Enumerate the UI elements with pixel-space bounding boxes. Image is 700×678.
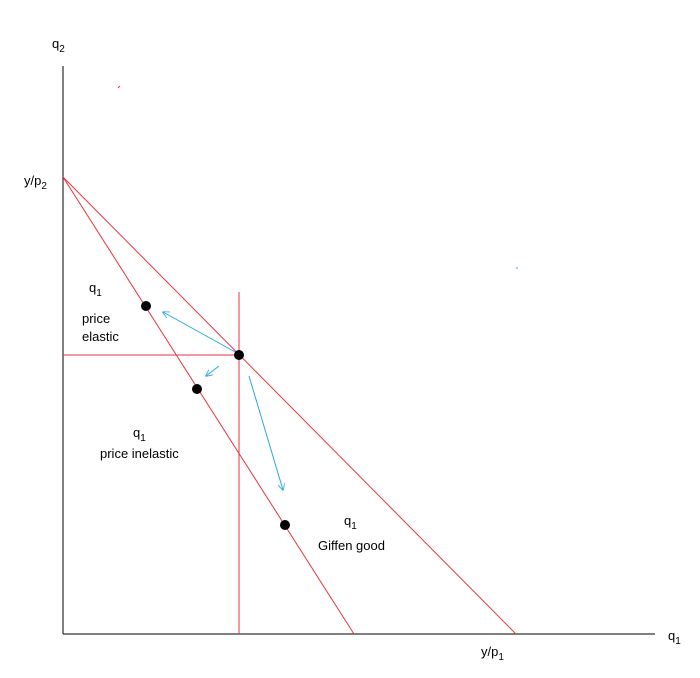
giffen-line1: Giffen good — [318, 538, 385, 553]
elastic-var-label: q1 — [89, 280, 102, 299]
arrow-to-inelastic — [206, 365, 220, 376]
original-budget-line — [62, 176, 517, 635]
giffen-point — [280, 520, 290, 530]
y-intercept-label: y/p2 — [24, 173, 47, 192]
x-intercept-label: y/p1 — [481, 644, 504, 663]
elastic-line2: elastic — [82, 329, 119, 344]
inelastic-point — [192, 384, 202, 394]
arrow-to-elastic — [163, 312, 238, 354]
giffen-var-label: q1 — [344, 513, 357, 532]
original-optimum-point — [234, 350, 244, 360]
inelastic-line1: price inelastic — [100, 446, 179, 461]
elastic-point — [141, 301, 151, 311]
stray-mark-red — [117, 85, 121, 89]
elastic-line1: price — [82, 311, 110, 326]
new-budget-line — [62, 176, 355, 635]
arrow-to-giffen — [248, 375, 283, 490]
x-axis-label: q1 — [668, 628, 681, 647]
inelastic-var-label: q1 — [133, 425, 146, 444]
y-axis-label: q2 — [52, 36, 65, 55]
